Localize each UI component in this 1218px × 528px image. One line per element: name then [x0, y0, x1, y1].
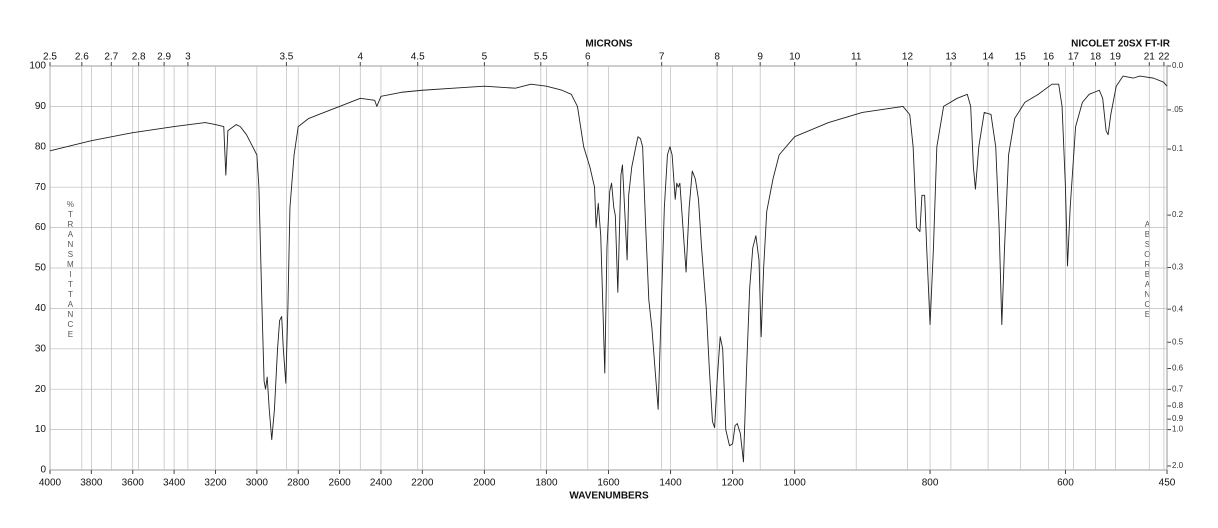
top-tick-label: 5 [482, 52, 488, 63]
y2-tick-label: 0.3 [1172, 263, 1184, 272]
x-tick-label: 2600 [328, 478, 351, 489]
top-tick-label: 13 [945, 52, 957, 63]
top-tick-label: 18 [1090, 52, 1102, 63]
x-tick-label: 3800 [80, 478, 103, 489]
x-tick-label: 3000 [246, 478, 269, 489]
top-tick-label: 2.7 [104, 52, 118, 63]
top-tick-label: 2.6 [75, 52, 89, 63]
instrument-title: NICOLET 20SX FT-IR [1071, 39, 1171, 50]
y-tick-label: 80 [35, 141, 47, 152]
top-tick-label: 6 [585, 52, 591, 63]
y2-axis-label: ABSORBANCE [1143, 220, 1152, 320]
y2-tick-label: 0.2 [1172, 210, 1184, 219]
top-tick-label: 17 [1068, 52, 1080, 63]
y2-tick-label: .05 [1172, 105, 1184, 114]
x-tick-label: 2000 [473, 478, 496, 489]
top-axis-label: MICRONS [585, 39, 633, 50]
x-tick-label: 3600 [122, 478, 145, 489]
y-tick-label: 10 [35, 424, 47, 435]
top-tick-label: 10 [789, 52, 801, 63]
top-tick-label: 22 [1158, 52, 1170, 63]
x-tick-label: 450 [1159, 478, 1176, 489]
top-tick-label: 3 [185, 52, 191, 63]
y-tick-label: 100 [29, 61, 46, 72]
spectrum-line [49, 75, 1168, 463]
x-tick-label: 1600 [597, 478, 620, 489]
y2-tick-label: 0.6 [1172, 364, 1184, 373]
top-tick-label: 21 [1144, 52, 1156, 63]
y2-tick-label: 0.4 [1172, 304, 1184, 313]
top-tick-label: 5.5 [534, 52, 548, 63]
y-tick-label: 20 [35, 384, 47, 395]
top-tick-label: 15 [1015, 52, 1027, 63]
top-tick-label: 2.5 [43, 52, 57, 63]
x-tick-label: 4000 [39, 478, 62, 489]
top-tick-label: 9 [757, 52, 763, 63]
x-tick-label: 1000 [784, 478, 807, 489]
top-tick-label: 8 [714, 52, 720, 63]
y2-tick-label: 1.0 [1172, 425, 1184, 434]
y-tick-label: 60 [35, 222, 47, 233]
x-tick-label: 800 [922, 478, 939, 489]
x-axis-label: WAVENUMBERS [569, 491, 649, 502]
top-tick-label: 4 [357, 52, 363, 63]
y2-tick-label: 0.7 [1172, 385, 1184, 394]
y2-tick-label: 2.0 [1172, 461, 1184, 470]
top-tick-label: 2.9 [157, 52, 171, 63]
top-tick-label: 14 [983, 52, 995, 63]
y2-tick-label: 0.1 [1172, 144, 1184, 153]
x-tick-label: 1800 [535, 478, 558, 489]
y2-tick-label: 0.5 [1172, 337, 1184, 346]
x-tick-label: 1200 [721, 478, 744, 489]
y-tick-label: 30 [35, 343, 47, 354]
y-axis-label: %TRANSMITTANCE [66, 200, 75, 340]
top-tick-label: 4.5 [411, 52, 425, 63]
top-tick-label: 16 [1043, 52, 1055, 63]
top-tick-label: 19 [1110, 52, 1122, 63]
x-tick-label: 2400 [370, 478, 393, 489]
top-tick-label: 11 [851, 52, 862, 63]
y2-tick-label: 0.9 [1172, 414, 1184, 423]
top-tick-label: 3.5 [279, 52, 293, 63]
top-tick-label: 12 [902, 52, 914, 63]
y-tick-label: 0 [40, 465, 46, 476]
y-tick-label: 40 [35, 303, 47, 314]
x-tick-label: 2800 [287, 478, 310, 489]
y-tick-label: 90 [35, 101, 47, 112]
x-tick-label: 2200 [411, 478, 434, 489]
x-tick-label: 3400 [163, 478, 186, 489]
top-tick-label: 7 [659, 52, 665, 63]
y2-tick-label: 0.8 [1172, 401, 1184, 410]
y-tick-label: 70 [35, 182, 47, 193]
x-tick-label: 3200 [204, 478, 227, 489]
y2-tick-label: 0.0 [1172, 61, 1184, 70]
x-tick-label: 1400 [659, 478, 682, 489]
top-tick-label: 2.8 [132, 52, 146, 63]
y-tick-label: 50 [35, 263, 47, 274]
x-tick-label: 600 [1057, 478, 1074, 489]
